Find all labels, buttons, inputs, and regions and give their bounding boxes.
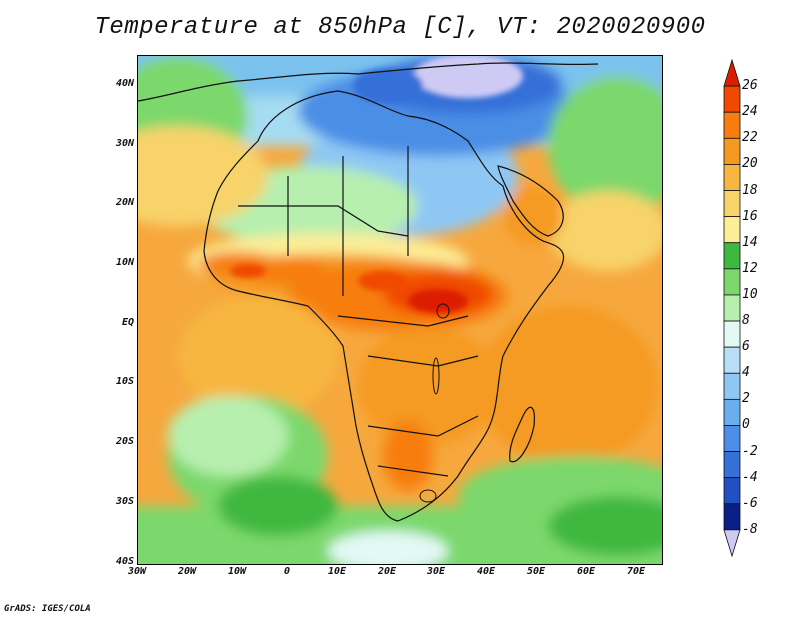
colorbar-level-label: 14 — [742, 234, 758, 250]
y-tick-label: 20N — [115, 197, 134, 208]
colorbar-level-label: -8 — [742, 521, 758, 537]
colorbar-swatch — [723, 451, 741, 479]
colorbar-level-label: 12 — [742, 260, 758, 276]
y-tick-label: 40S — [115, 556, 134, 567]
colorbar-swatch — [723, 85, 741, 113]
colorbar-swatch — [723, 216, 741, 244]
x-tick-label: 60E — [576, 566, 596, 577]
colorbar-swatch — [723, 190, 741, 218]
colorbar-level-label: 26 — [742, 78, 758, 94]
colorbar-swatch — [723, 242, 741, 270]
lakes — [419, 303, 450, 503]
colorbar-level-label: -6 — [742, 495, 758, 511]
colorbar-level-label: 4 — [742, 365, 750, 381]
coastlines — [138, 62, 599, 522]
colorbar-level-label: -4 — [742, 469, 758, 485]
y-tick-label: 10N — [115, 257, 134, 268]
colorbar-swatch — [723, 372, 741, 400]
colorbar-swatch — [723, 58, 741, 87]
y-tick-label: 30S — [115, 496, 134, 507]
x-tick-label: 20E — [377, 566, 397, 577]
temperature-field — [138, 56, 662, 564]
colorbar-swatch — [723, 346, 741, 374]
colorbar-level-label: -2 — [742, 443, 758, 459]
y-tick-label: EQ — [121, 317, 134, 328]
y-tick-label: 20S — [115, 436, 134, 447]
colorbar-level-label: 8 — [742, 313, 750, 329]
x-tick-label: 50E — [526, 566, 546, 577]
colorbar-level-label: 22 — [742, 130, 758, 146]
map-title: Temperature at 850hPa [C], VT: 202002090… — [94, 14, 706, 41]
colorbar-level-label: 10 — [742, 286, 758, 302]
x-tick-label: 20W — [177, 566, 197, 577]
colorbar-swatch — [723, 268, 741, 296]
colorbar-swatch — [723, 425, 741, 452]
colorbar-swatch — [723, 398, 741, 426]
y-tick-label: 30N — [115, 138, 134, 149]
x-tick-label: 0 — [283, 566, 291, 577]
x-tick-label: 40E — [476, 566, 496, 577]
colorbar-swatch — [723, 111, 741, 139]
colorbar-level-label: 20 — [742, 156, 758, 172]
colorbar-swatch — [723, 477, 741, 505]
colorbar-level-label: 2 — [742, 391, 750, 407]
colorbar-level-label: 24 — [742, 104, 758, 120]
credit-text: GrADS: IGES/COLA — [4, 604, 91, 614]
x-tick-label: 30E — [426, 566, 446, 577]
colorbar-level-label: 0 — [742, 417, 750, 433]
temperature-map — [137, 55, 663, 565]
colorbar-swatch — [723, 503, 741, 531]
x-tick-label: 10W — [227, 566, 247, 577]
colorbar-level-label: 18 — [742, 182, 758, 198]
y-tick-label: 40N — [115, 78, 134, 89]
colorbar-swatch — [723, 529, 741, 558]
colorbar-swatch — [723, 137, 741, 165]
x-tick-label: 70E — [626, 566, 646, 577]
colorbar-level-label: 6 — [742, 339, 750, 355]
colorbar-swatch — [723, 164, 741, 191]
x-tick-label: 30W — [127, 566, 147, 577]
colorbar-swatch — [723, 294, 741, 322]
x-tick-label: 10E — [327, 566, 347, 577]
y-tick-label: 10S — [115, 376, 134, 387]
colorbar-level-label: 16 — [742, 208, 758, 224]
colorbar-swatch — [723, 320, 741, 348]
